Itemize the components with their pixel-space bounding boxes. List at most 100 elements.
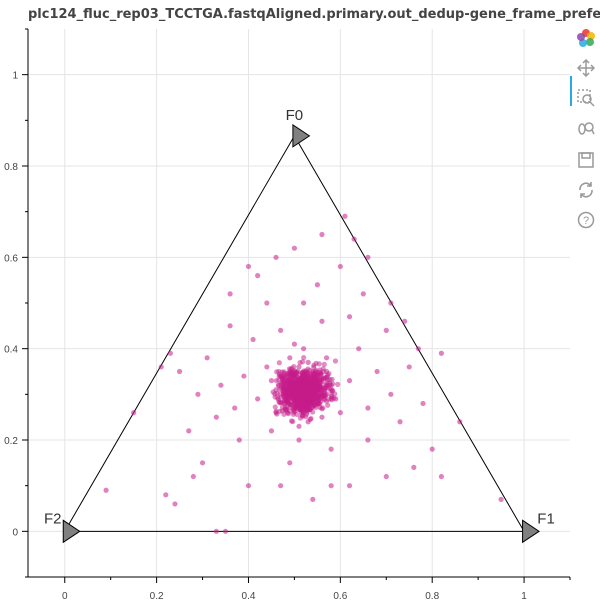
data-point (272, 391, 278, 397)
data-point (319, 231, 325, 238)
grid-lines (28, 29, 570, 577)
data-point (275, 395, 281, 401)
data-point (420, 400, 426, 407)
data-point (236, 437, 242, 443)
data-point (302, 396, 308, 402)
data-point (295, 397, 301, 403)
y-tick-label: 1 (12, 71, 18, 82)
data-point (276, 368, 282, 375)
data-point (294, 401, 300, 407)
save-tool-icon[interactable] (576, 150, 596, 170)
data-point (438, 473, 444, 480)
data-point (308, 381, 315, 387)
plot-toolbar: ? (570, 24, 600, 264)
data-point (406, 364, 412, 370)
data-point (190, 473, 196, 480)
data-point (218, 382, 224, 388)
data-point (312, 373, 318, 379)
data-point (213, 414, 219, 420)
data-point (255, 273, 261, 279)
data-point (213, 528, 219, 534)
wheel-zoom-tool-icon[interactable] (576, 118, 596, 138)
data-point (291, 363, 297, 370)
data-point (131, 410, 137, 416)
data-point (415, 346, 422, 352)
data-point (287, 460, 293, 466)
data-point (388, 300, 394, 306)
data-point (308, 415, 314, 422)
data-point (296, 437, 302, 443)
x-tick-label: 1 (521, 591, 527, 600)
data-point (360, 291, 366, 297)
box-zoom-tool-icon[interactable] (576, 88, 596, 108)
data-point (291, 341, 298, 347)
data-point (255, 396, 261, 402)
data-point (294, 411, 300, 418)
data-point (296, 423, 302, 429)
data-point (290, 418, 296, 425)
data-point (227, 323, 233, 329)
data-point (317, 379, 323, 385)
active-tool-indicator (570, 76, 572, 106)
data-point (163, 492, 169, 498)
data-point (281, 411, 287, 417)
data-point (245, 483, 252, 489)
data-point (273, 378, 279, 384)
data-point (383, 473, 389, 480)
x-tick-label: 0.8 (425, 591, 439, 600)
bokeh-logo-icon[interactable] (576, 28, 596, 48)
data-point (319, 414, 325, 420)
data-point (312, 395, 318, 401)
data-point (328, 483, 334, 489)
data-point (288, 402, 294, 408)
data-point (323, 379, 330, 386)
data-point (158, 364, 164, 370)
pan-tool-icon[interactable] (576, 58, 596, 78)
data-point (268, 428, 275, 434)
reset-tool-icon[interactable] (576, 180, 596, 200)
data-point (277, 400, 283, 406)
data-point (300, 300, 307, 306)
vertex-label: F2 (44, 510, 62, 527)
data-point (291, 407, 297, 413)
data-point (332, 358, 339, 364)
data-point (199, 460, 206, 466)
data-point (337, 410, 343, 416)
data-point (438, 350, 444, 356)
ternary-triangle (63, 134, 525, 532)
help-tool-icon[interactable]: ? (576, 210, 596, 230)
data-point (287, 373, 294, 379)
data-point (176, 368, 183, 375)
data-point (498, 496, 504, 502)
data-point (281, 389, 287, 396)
data-point (365, 405, 371, 411)
data-point (276, 373, 282, 380)
data-point (275, 382, 282, 389)
vertex-label: F0 (286, 107, 304, 124)
data-point (172, 501, 178, 507)
y-tick-label: 0.8 (4, 162, 18, 173)
vertex-marker (292, 123, 311, 148)
chart-title: plc124_fluc_rep03_TCCTGA.fastqAligned.pr… (28, 7, 600, 22)
data-point (321, 397, 328, 403)
y-tick-label: 0.6 (4, 253, 18, 264)
x-tick-label: 0.4 (242, 591, 256, 600)
data-point (195, 391, 201, 397)
data-point (285, 377, 291, 383)
data-point (281, 372, 287, 378)
data-point (287, 355, 293, 361)
data-point (204, 355, 210, 361)
data-point (346, 314, 353, 320)
vertex-labels: F0 F1 F2 (44, 107, 555, 544)
data-point (310, 496, 316, 502)
data-point (167, 350, 173, 356)
data-point (329, 376, 335, 382)
data-point (319, 318, 325, 324)
data-point (300, 383, 307, 390)
svg-text:?: ? (583, 215, 589, 227)
data-point (232, 405, 238, 411)
data-point (320, 393, 326, 399)
data-point (293, 392, 299, 398)
data-point (331, 395, 337, 401)
